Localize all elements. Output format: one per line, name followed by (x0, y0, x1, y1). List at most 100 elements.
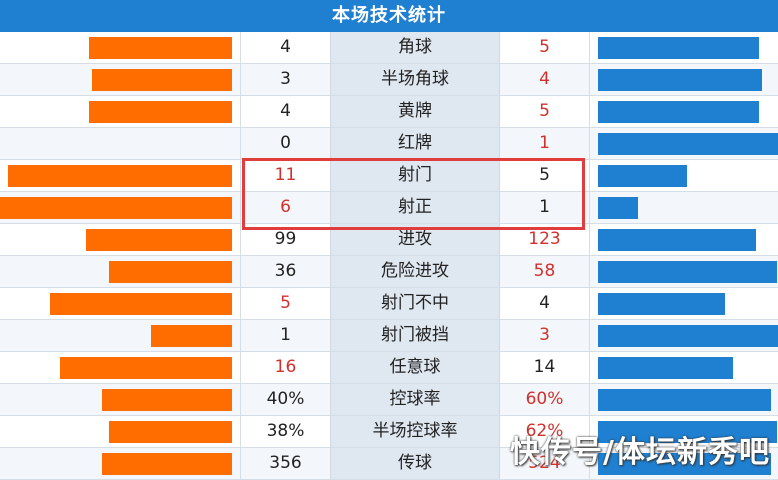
home-bar (102, 453, 232, 475)
home-bar (0, 197, 232, 219)
away-bar-track (590, 448, 778, 479)
home-value: 40% (240, 384, 330, 415)
stat-label: 射门不中 (330, 288, 500, 319)
away-bar-track (590, 288, 778, 319)
stat-row: 0 红牌 1 (0, 128, 778, 160)
stat-row: 38% 半场控球率 62% (0, 416, 778, 448)
home-bar-track (0, 96, 240, 127)
home-value: 16 (240, 352, 330, 383)
away-bar (598, 133, 778, 155)
away-value: 524 (500, 448, 590, 479)
home-bar (92, 69, 232, 91)
home-bar (89, 37, 232, 59)
stat-label: 射正 (330, 192, 500, 223)
home-value: 356 (240, 448, 330, 479)
home-value: 0 (240, 128, 330, 159)
stat-label: 黄牌 (330, 96, 500, 127)
away-bar-track (590, 32, 778, 63)
stat-row: 99 进攻 123 (0, 224, 778, 256)
away-value: 62% (500, 416, 590, 447)
away-value: 5 (500, 32, 590, 63)
home-bar-track (0, 64, 240, 95)
home-bar (8, 165, 232, 187)
home-value: 11 (240, 160, 330, 191)
home-value: 6 (240, 192, 330, 223)
away-bar-track (590, 256, 778, 287)
home-bar-track (0, 128, 240, 159)
stat-row: 3 半场角球 4 (0, 64, 778, 96)
away-value: 14 (500, 352, 590, 383)
away-bar (598, 421, 777, 443)
home-value: 1 (240, 320, 330, 351)
home-bar (109, 421, 232, 443)
home-bar-track (0, 416, 240, 447)
away-bar-track (590, 384, 778, 415)
home-bar-track (0, 320, 240, 351)
home-bar-track (0, 256, 240, 287)
stat-label: 半场控球率 (330, 416, 500, 447)
stat-label: 进攻 (330, 224, 500, 255)
home-value: 99 (240, 224, 330, 255)
away-bar (598, 389, 771, 411)
stat-label: 控球率 (330, 384, 500, 415)
home-bar (50, 293, 232, 315)
away-value: 123 (500, 224, 590, 255)
stat-row: 5 射门不中 4 (0, 288, 778, 320)
away-value: 5 (500, 96, 590, 127)
home-bar (60, 357, 232, 379)
away-value: 60% (500, 384, 590, 415)
home-value: 4 (240, 32, 330, 63)
home-bar-track (0, 160, 240, 191)
home-bar-track (0, 192, 240, 223)
home-bar-track (0, 448, 240, 479)
stat-row: 1 射门被挡 3 (0, 320, 778, 352)
away-value: 4 (500, 64, 590, 95)
away-bar-track (590, 128, 778, 159)
away-bar (598, 229, 756, 251)
away-bar-track (590, 320, 778, 351)
stat-row: 36 危险进攻 58 (0, 256, 778, 288)
away-value: 3 (500, 320, 590, 351)
stat-row: 4 黄牌 5 (0, 96, 778, 128)
home-value: 5 (240, 288, 330, 319)
stat-label: 任意球 (330, 352, 500, 383)
stat-row: 40% 控球率 60% (0, 384, 778, 416)
away-bar (598, 325, 778, 347)
home-bar-track (0, 32, 240, 63)
home-value: 3 (240, 64, 330, 95)
away-bar (598, 101, 759, 123)
away-value: 5 (500, 160, 590, 191)
away-bar-track (590, 64, 778, 95)
home-bar (102, 389, 232, 411)
stat-row: 11 射门 5 (0, 160, 778, 192)
away-bar-track (590, 416, 778, 447)
away-bar-track (590, 192, 778, 223)
home-value: 36 (240, 256, 330, 287)
stat-label: 传球 (330, 448, 500, 479)
away-bar-track (590, 224, 778, 255)
stat-label: 危险进攻 (330, 256, 500, 287)
away-bar (598, 69, 762, 91)
home-bar (89, 101, 232, 123)
away-bar (598, 261, 777, 283)
home-bar (86, 229, 232, 251)
stat-label: 射门被挡 (330, 320, 500, 351)
stat-label: 射门 (330, 160, 500, 191)
away-bar-track (590, 352, 778, 383)
home-value: 38% (240, 416, 330, 447)
away-bar (598, 293, 725, 315)
away-value: 4 (500, 288, 590, 319)
home-bar (109, 261, 232, 283)
home-bar-track (0, 288, 240, 319)
home-value: 4 (240, 96, 330, 127)
away-bar (598, 357, 733, 379)
stat-row: 6 射正 1 (0, 192, 778, 224)
home-bar-track (0, 384, 240, 415)
stat-row: 16 任意球 14 (0, 352, 778, 384)
home-bar-track (0, 352, 240, 383)
stat-label: 红牌 (330, 128, 500, 159)
away-bar (598, 165, 687, 187)
watermark: 快传号/体坛新秀吧 (510, 435, 770, 470)
away-value: 1 (500, 192, 590, 223)
away-bar (598, 37, 759, 59)
